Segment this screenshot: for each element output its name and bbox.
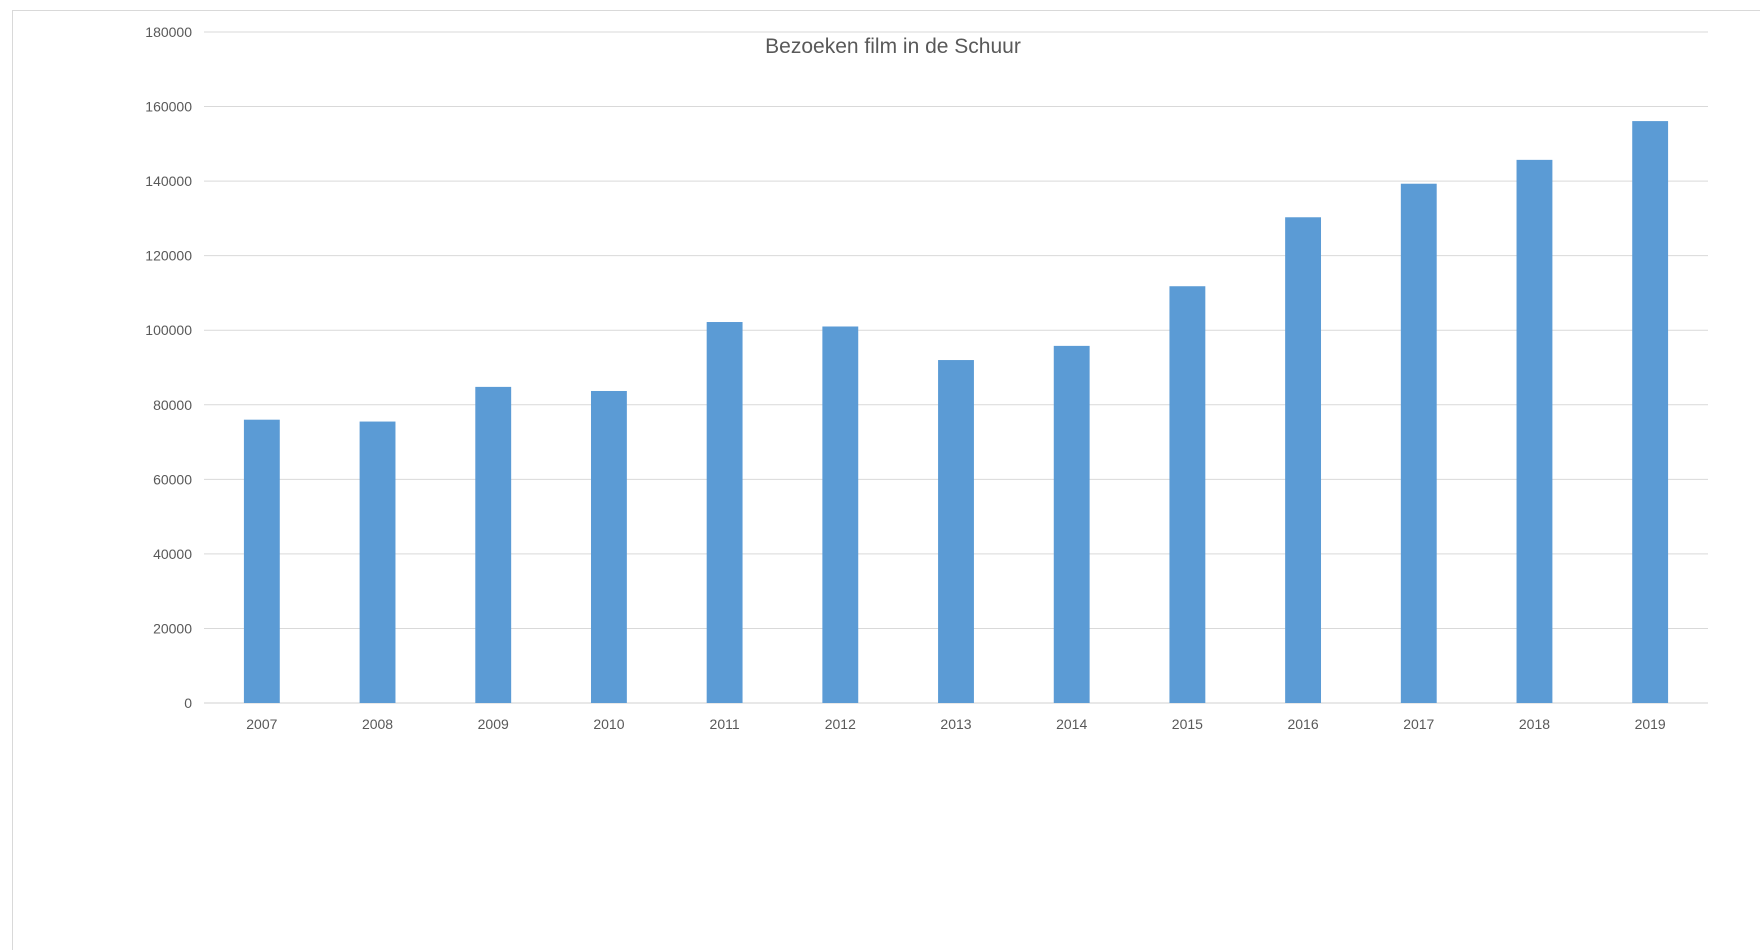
chart-title: Bezoeken film in de Schuur	[765, 35, 1021, 58]
bar-2019	[1632, 121, 1669, 704]
x-tick-label: 2011	[710, 716, 740, 732]
x-tick-label: 2008	[362, 716, 393, 732]
x-tick-label: 2012	[825, 716, 856, 732]
x-tick-label: 2015	[1172, 716, 1203, 732]
x-tick-label: 2010	[593, 716, 624, 732]
bar-2014	[1053, 345, 1090, 703]
bar-2015	[1169, 286, 1206, 703]
bars	[243, 121, 1669, 704]
bar-2016	[1285, 217, 1322, 703]
x-tick-label: 2017	[1403, 716, 1434, 732]
bar-2011	[706, 322, 743, 703]
x-tick-label: 2009	[478, 716, 509, 732]
bar-2009	[475, 386, 512, 703]
bar-2008	[359, 421, 396, 703]
y-tick-label: 180000	[145, 24, 192, 40]
y-tick-label: 100000	[145, 322, 192, 338]
bar-2013	[938, 360, 974, 703]
bar-chart: 0 20000 40000 60000 80000 100000 120000 140000 1…	[145, 24, 1708, 732]
bar-2007	[243, 419, 280, 703]
x-tick-label: 2019	[1635, 716, 1666, 732]
y-tick-label: 160000	[145, 99, 192, 115]
y-tick-label: 40000	[153, 546, 192, 562]
y-tick-label: 140000	[145, 173, 192, 189]
bar-2012	[822, 326, 859, 703]
x-tick-label: 2007	[246, 716, 277, 732]
y-tick-label: 20000	[153, 620, 192, 636]
y-tick-label: 60000	[153, 471, 192, 487]
chart-area: 0 20000 40000 60000 80000 100000 120000 140000 1…	[12, 10, 1760, 950]
x-tick-label: 2014	[1056, 716, 1087, 732]
y-axis-tick-labels: 0 20000 40000 60000 80000 100000 120000 140000 1…	[145, 24, 192, 711]
bar-2018	[1516, 159, 1553, 703]
x-tick-label: 2013	[940, 716, 971, 732]
x-tick-label: 2018	[1519, 716, 1550, 732]
x-tick-label: 2016	[1287, 716, 1318, 732]
x-axis-tick-labels: 2007 2008 2009 2010 2011 2012 2013 2014 2015 2016…	[246, 716, 1666, 732]
y-tick-label: 120000	[145, 248, 192, 264]
bar-2017	[1400, 183, 1437, 703]
y-tick-label: 0	[184, 695, 192, 711]
bar-2010	[590, 390, 627, 703]
y-tick-label: 80000	[153, 397, 192, 413]
